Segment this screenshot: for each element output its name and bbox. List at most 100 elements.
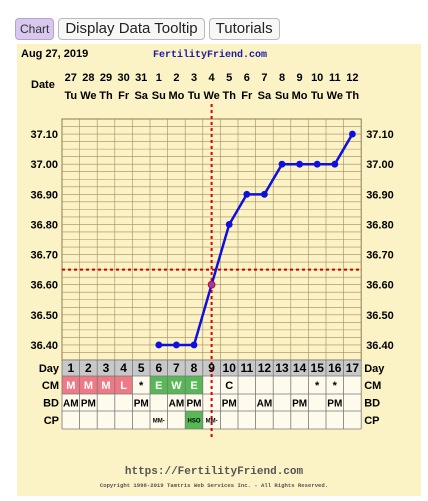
- weekday-label: Tu: [311, 90, 324, 102]
- weekday-label: Mo: [168, 90, 184, 102]
- temperature-point: [155, 341, 163, 349]
- y-tick-label-right: 36.90: [366, 189, 394, 201]
- y-tick-label-right: 37.10: [366, 129, 394, 141]
- cp-cell-fill: [185, 411, 203, 429]
- weekday-label: Tu: [64, 90, 77, 102]
- temperature-point: [349, 130, 356, 138]
- day-cell: 6: [155, 361, 162, 375]
- day-cell: 12: [258, 361, 272, 375]
- y-tick-label-right: 36.50: [366, 310, 394, 322]
- cm-cell-fill: [185, 376, 203, 394]
- weekday-label: Th: [346, 90, 360, 102]
- weekday-label: We: [203, 90, 219, 102]
- cm-row-label-right: CM: [364, 380, 381, 392]
- y-tick-label-left: 36.70: [30, 250, 58, 262]
- footer-url: https://FertilityFriend.com: [125, 466, 304, 478]
- temperature-point: [296, 160, 303, 168]
- weekday-label: Mo: [292, 90, 308, 102]
- cp-cell: MM-: [206, 419, 218, 425]
- cm-cell: L: [120, 380, 127, 392]
- date-label: 27: [65, 72, 77, 84]
- temperature-point: [313, 160, 321, 168]
- date-label: 5: [226, 72, 232, 84]
- bd-cell: AM: [63, 399, 79, 410]
- chart-date: Aug 27, 2019: [21, 48, 88, 60]
- date-row-label: Date: [31, 79, 55, 91]
- temperature-point: [173, 341, 180, 349]
- bd-cell: AM: [257, 399, 273, 410]
- day-cell: 15: [311, 361, 325, 375]
- tab-chart[interactable]: Chart: [15, 18, 55, 40]
- weekday-label: Su: [152, 90, 166, 102]
- bd-cell: PM: [81, 399, 96, 410]
- temperature-point: [190, 341, 198, 349]
- cm-row-label-left: CM: [42, 380, 59, 392]
- weekday-label: Tu: [188, 90, 201, 102]
- date-label: 2: [173, 72, 179, 84]
- temperature-point: [207, 280, 216, 289]
- day-cell: 3: [103, 361, 110, 375]
- date-label: 3: [191, 72, 197, 84]
- y-tick-label-left: 37.00: [30, 159, 58, 171]
- day-cell: 13: [275, 361, 289, 375]
- tab-tutorials[interactable]: Tutorials: [208, 18, 280, 40]
- bd-cell: PM: [187, 399, 202, 410]
- date-label: 7: [261, 72, 267, 84]
- cm-cell-fill: [114, 376, 133, 394]
- temperature-point: [331, 160, 339, 168]
- site-name: FertilityFriend.com: [153, 49, 267, 61]
- cm-cell: W: [171, 380, 182, 392]
- y-tick-label-right: 36.70: [366, 250, 394, 262]
- weekday-label: Th: [99, 90, 113, 102]
- chart-toolbar: Chart Display Data Tooltip Tutorials: [15, 18, 280, 42]
- day-cell: 9: [208, 361, 215, 375]
- day-cell: 1: [67, 361, 74, 375]
- bd-cell: PM: [134, 399, 149, 410]
- cp-cell: HSO: [187, 419, 200, 425]
- weekday-label: Sa: [258, 90, 272, 102]
- weekday-label: Th: [222, 90, 236, 102]
- day-cell: 4: [120, 361, 127, 375]
- tab-display-data-tooltip[interactable]: Display Data Tooltip: [58, 18, 205, 40]
- temperature-point: [225, 221, 233, 228]
- temperature-point: [243, 190, 251, 198]
- weekday-label: We: [327, 90, 343, 102]
- date-label: 1: [156, 72, 162, 84]
- cm-cell-fill: [167, 376, 186, 394]
- weekday-label: Su: [275, 90, 289, 102]
- day-cell: 8: [191, 361, 198, 375]
- date-label: 8: [279, 72, 285, 84]
- chart-panel: Aug 27, 2019 FertilityFriend.com Date 27 28 2…: [17, 44, 421, 496]
- y-tick-label-right: 36.40: [366, 340, 394, 352]
- day-cell: 11: [240, 361, 253, 375]
- date-label: 28: [82, 72, 94, 84]
- cm-cell: *: [333, 380, 338, 392]
- date-label: 10: [311, 72, 323, 84]
- cm-cell: *: [139, 380, 144, 392]
- y-tick-label-left: 36.40: [30, 340, 58, 352]
- date-label: 11: [329, 72, 341, 84]
- day-cell: 17: [346, 361, 360, 375]
- date-label: 4: [209, 72, 216, 84]
- bd-cell: PM: [327, 399, 342, 410]
- cp-row-label-right: CP: [364, 415, 379, 427]
- day-cell: 5: [138, 361, 145, 375]
- cm-cell-fill: [79, 376, 98, 394]
- date-label: 12: [346, 72, 358, 84]
- cm-cell: M: [84, 380, 93, 392]
- date-label: 9: [297, 72, 303, 84]
- y-tick-label-left: 36.50: [30, 310, 58, 322]
- bd-cell: PM: [292, 399, 307, 410]
- day-cell: 16: [328, 361, 342, 375]
- day-cell: 7: [173, 361, 180, 375]
- date-label: 30: [117, 72, 129, 84]
- cm-cell: M: [101, 380, 110, 392]
- weekday-label: Fr: [241, 90, 253, 102]
- cm-cell: *: [315, 380, 320, 392]
- weekday-label: We: [80, 90, 96, 102]
- cm-cell: E: [190, 380, 197, 392]
- date-label: 31: [135, 72, 147, 84]
- y-tick-label-left: 36.60: [30, 280, 58, 292]
- date-label: 29: [100, 72, 112, 84]
